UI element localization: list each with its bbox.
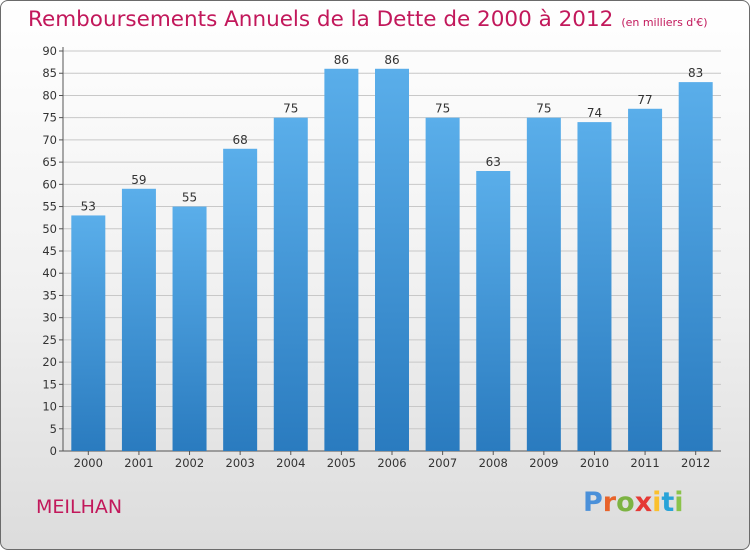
x-tick-label: 2001: [124, 456, 153, 470]
y-tick-label: 30: [42, 311, 57, 325]
data-labels: 53 59 55 68 75 86 86 75 63 75 74 77 83: [81, 53, 704, 214]
chart-title-text: Remboursements Annuels de la Dette de 20…: [28, 7, 614, 32]
data-label: 75: [435, 102, 450, 116]
logo-letter: x: [634, 487, 653, 518]
data-label: 83: [688, 66, 703, 80]
bar-2004: [273, 117, 308, 452]
data-label: 59: [131, 173, 146, 187]
y-tick-label: 75: [42, 111, 57, 125]
y-tick-label: 20: [42, 355, 57, 369]
bar-2003: [223, 148, 258, 451]
bar-2008: [476, 171, 511, 451]
y-tick-label: 55: [42, 200, 57, 214]
chart-unit: (en milliers d'€): [621, 16, 708, 29]
y-tick-label: 85: [42, 66, 57, 80]
data-label: 77: [637, 93, 652, 107]
y-tick-label: 40: [42, 266, 57, 280]
data-label: 63: [486, 155, 501, 169]
proxiti-logo: Proxiti: [583, 487, 684, 518]
x-tick-label: 2012: [681, 456, 710, 470]
y-tick-label: 70: [42, 133, 57, 147]
logo-letter: i: [674, 487, 684, 518]
x-tick-label: 2010: [580, 456, 609, 470]
x-tick-label: 2006: [377, 456, 406, 470]
bar-2007: [425, 117, 460, 452]
bar-2009: [526, 117, 561, 452]
y-tick-label: 65: [42, 155, 57, 169]
bar-2012: [678, 82, 713, 451]
x-tick-label: 2000: [74, 456, 103, 470]
y-tick-label: 50: [42, 222, 57, 236]
x-tick-label: 2002: [175, 456, 204, 470]
x-tick-label: 2008: [479, 456, 508, 470]
x-tick-label: 2003: [226, 456, 255, 470]
data-label: 55: [182, 191, 197, 205]
logo-letter: r: [602, 487, 617, 518]
y-tick-label: 45: [42, 244, 57, 258]
y-tick-label: 15: [42, 377, 57, 391]
chart-title: Remboursements Annuels de la Dette de 20…: [28, 7, 708, 32]
data-label: 53: [81, 199, 96, 213]
bars: [71, 68, 713, 452]
logo-letter: P: [583, 487, 603, 518]
data-label: 75: [283, 102, 298, 116]
data-label: 74: [587, 106, 602, 120]
data-label: 86: [384, 53, 399, 67]
x-tick-label: 2011: [630, 456, 659, 470]
x-tick-label: 2009: [529, 456, 558, 470]
y-tick-label: 0: [50, 444, 57, 458]
y-tick-label: 35: [42, 288, 57, 302]
data-label: 68: [233, 133, 248, 147]
bar-2005: [324, 68, 359, 452]
bar-2001: [121, 188, 156, 451]
logo-letter: t: [661, 487, 675, 518]
x-tick-label: 2004: [276, 456, 305, 470]
data-label: 86: [334, 53, 349, 67]
bar-2006: [375, 68, 409, 452]
y-tick-label: 60: [42, 177, 57, 191]
x-tick-label: 2005: [327, 456, 356, 470]
y-tick-label: 5: [50, 422, 57, 436]
y-tick-label: 25: [42, 333, 57, 347]
x-tick-label: 2007: [428, 456, 457, 470]
bar-2011: [628, 108, 663, 452]
bar-2002: [172, 206, 207, 451]
logo-letter: i: [652, 487, 662, 518]
data-label: 75: [536, 102, 551, 116]
y-tick-label: 90: [42, 44, 57, 58]
logo-letter: o: [616, 487, 635, 518]
y-tick-label: 80: [42, 88, 57, 102]
commune-name: MEILHAN: [36, 496, 123, 518]
y-tick-label: 10: [42, 400, 57, 414]
bar-2000: [71, 215, 106, 451]
bar-2010: [577, 122, 612, 451]
